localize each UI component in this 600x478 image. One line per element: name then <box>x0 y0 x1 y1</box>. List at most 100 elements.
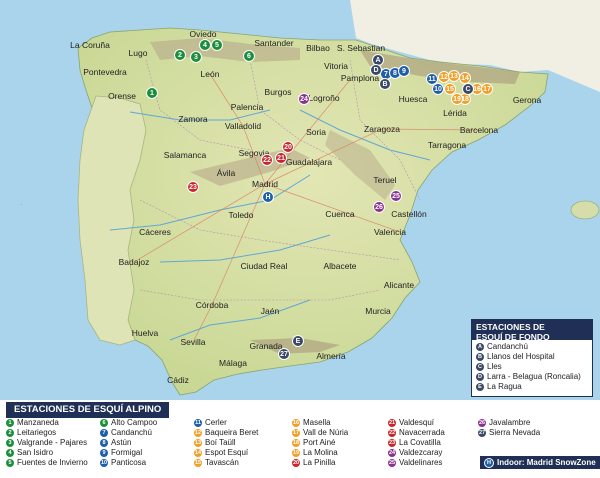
legend-marker: 10 <box>100 459 108 467</box>
city-label: Granada <box>249 341 283 351</box>
legend-item-label: Javalambre <box>489 418 531 427</box>
legend-item-label: San Isidro <box>17 448 54 457</box>
station-marker[interactable]: 4 <box>199 39 211 51</box>
legend-alpino-item: 12 Baqueira Beret <box>194 428 258 438</box>
station-marker[interactable]: 26 <box>373 201 385 213</box>
legend-marker: A <box>476 343 484 351</box>
legend-item-label: Manzaneda <box>17 418 59 427</box>
station-marker[interactable]: 3 <box>190 51 202 63</box>
indoor-marker: H <box>484 457 494 468</box>
legend-alpino-item: 14 Espot Esquí <box>194 448 258 458</box>
city-label: Burgos <box>264 87 292 97</box>
legend-alpino-column: 11 Cerler 12 Baqueira Beret 13 Boí Taüll 14 Esp… <box>194 418 258 468</box>
station-marker[interactable]: D <box>370 64 382 76</box>
city-label: Palencia <box>230 102 264 112</box>
station-marker[interactable]: 22 <box>261 154 273 166</box>
city-label: León <box>200 69 220 79</box>
station-marker[interactable]: 14 <box>459 72 471 84</box>
legend-fondo-title: ESTACIONES DE ESQUÍ DE FONDO <box>472 320 592 342</box>
station-marker[interactable]: 23 <box>187 181 199 193</box>
station-marker[interactable]: 24 <box>298 93 310 105</box>
legend-item-label: Candanchú <box>487 342 528 351</box>
city-label: Madrid <box>252 179 278 189</box>
legend-marker: 24 <box>388 449 396 457</box>
legend-alpino-item: 26 Javalambre <box>478 418 540 428</box>
city-label: Ávila <box>216 168 236 178</box>
city-label: Orense <box>108 91 136 101</box>
legend-marker: 4 <box>6 449 14 457</box>
legend-alpino-item: 20 La Pinilla <box>292 458 348 468</box>
city-label: Málaga <box>219 358 247 368</box>
station-marker[interactable]: 1 <box>146 87 158 99</box>
legend-alpino-item: 5 Fuentes de Invierno <box>6 458 88 468</box>
indoor-label: Indoor: Madrid SnowZone <box>497 458 596 467</box>
station-marker[interactable]: 6 <box>243 50 255 62</box>
legend-marker: 17 <box>292 429 300 437</box>
station-marker[interactable]: 10 <box>432 83 444 95</box>
legend-item-label: Alto Campoo <box>111 418 158 427</box>
station-marker[interactable]: 25 <box>390 190 402 202</box>
station-marker[interactable]: 11 <box>426 73 438 85</box>
city-label: Toledo <box>228 210 254 220</box>
legend-item-label: Llanos del Hospital <box>487 352 555 361</box>
legend-marker: 9 <box>100 449 108 457</box>
legend-alpino-column: 16 Masella 17 Vall de Núria 18 Port Ainé 19 La … <box>292 418 348 468</box>
station-marker[interactable]: 5 <box>211 39 223 51</box>
legend-alpino-item: 16 Masella <box>292 418 348 428</box>
legend-marker: E <box>476 383 484 391</box>
station-marker[interactable]: 17 <box>481 83 493 95</box>
legend-marker: 2 <box>6 429 14 437</box>
cantabrian-mountains <box>150 38 300 62</box>
legend-alpino-item: 21 Valdesquí <box>388 418 445 428</box>
portugal-land <box>77 95 147 346</box>
legend-fondo-item: D Larra - Belagua (Roncalia) <box>476 372 588 382</box>
city-label: Valladolid <box>224 121 262 131</box>
city-label: Cáceres <box>139 227 171 237</box>
city-label: Tarragona <box>427 140 467 150</box>
station-marker[interactable]: 20 <box>282 141 294 153</box>
city-label: Pontevedra <box>83 67 127 77</box>
city-label: Gerona <box>512 95 542 105</box>
station-marker[interactable]: 2 <box>174 49 186 61</box>
station-marker[interactable]: B <box>379 78 391 90</box>
legend-marker: 7 <box>100 429 108 437</box>
station-marker[interactable]: 9 <box>398 65 410 77</box>
legend-item-label: Valgrande - Pajares <box>17 438 88 447</box>
legend-fondo-item: E La Ragua <box>476 382 588 392</box>
station-marker[interactable]: 21 <box>275 152 287 164</box>
legend-alpino-item: 7 Candanchú <box>100 428 157 438</box>
station-marker[interactable]: 13 <box>448 70 460 82</box>
city-label: Lérida <box>443 108 467 118</box>
legend-marker: 19 <box>292 449 300 457</box>
legend-marker: 26 <box>478 419 486 427</box>
legend-alpino-item: 27 Sierra Nevada <box>478 428 540 438</box>
station-marker[interactable]: E <box>292 335 304 347</box>
legend-alpino-column: 21 Valdesquí 22 Navacerrada 23 La Covatilla 24… <box>388 418 445 468</box>
station-marker[interactable]: 19 <box>451 93 463 105</box>
city-label: Zamora <box>178 114 208 124</box>
city-label: Alicante <box>383 280 415 290</box>
legend-item-label: Leitariegos <box>17 428 57 437</box>
legend-alpino-item: 3 Valgrande - Pajares <box>6 438 88 448</box>
station-marker[interactable]: H <box>262 191 274 203</box>
city-label: Logroño <box>308 93 340 103</box>
legend-item-label: Vall de Núria <box>303 428 349 437</box>
legend-item-label: La Molina <box>303 448 338 457</box>
legend-item-label: Boí Taüll <box>205 438 236 447</box>
legend-item-label: Valdezcaray <box>399 448 443 457</box>
legend-item-label: Cerler <box>205 418 227 427</box>
pyrenees <box>360 50 520 84</box>
city-label: Zaragoza <box>364 124 400 134</box>
legend-alpino-item: 9 Formigal <box>100 448 157 458</box>
legend-marker: 13 <box>194 439 202 447</box>
station-marker[interactable]: C <box>462 83 474 95</box>
legend-alpino-item: 25 Valdelinares <box>388 458 445 468</box>
station-marker[interactable]: 15 <box>444 83 456 95</box>
legend-marker: 3 <box>6 439 14 447</box>
roads <box>133 73 480 343</box>
station-marker[interactable]: 27 <box>278 348 290 360</box>
legend-marker: 8 <box>100 439 108 447</box>
city-label: La Coruña <box>70 40 110 50</box>
legend-alpino-item: 17 Vall de Núria <box>292 428 348 438</box>
legend-item-label: Fuentes de Invierno <box>17 458 88 467</box>
